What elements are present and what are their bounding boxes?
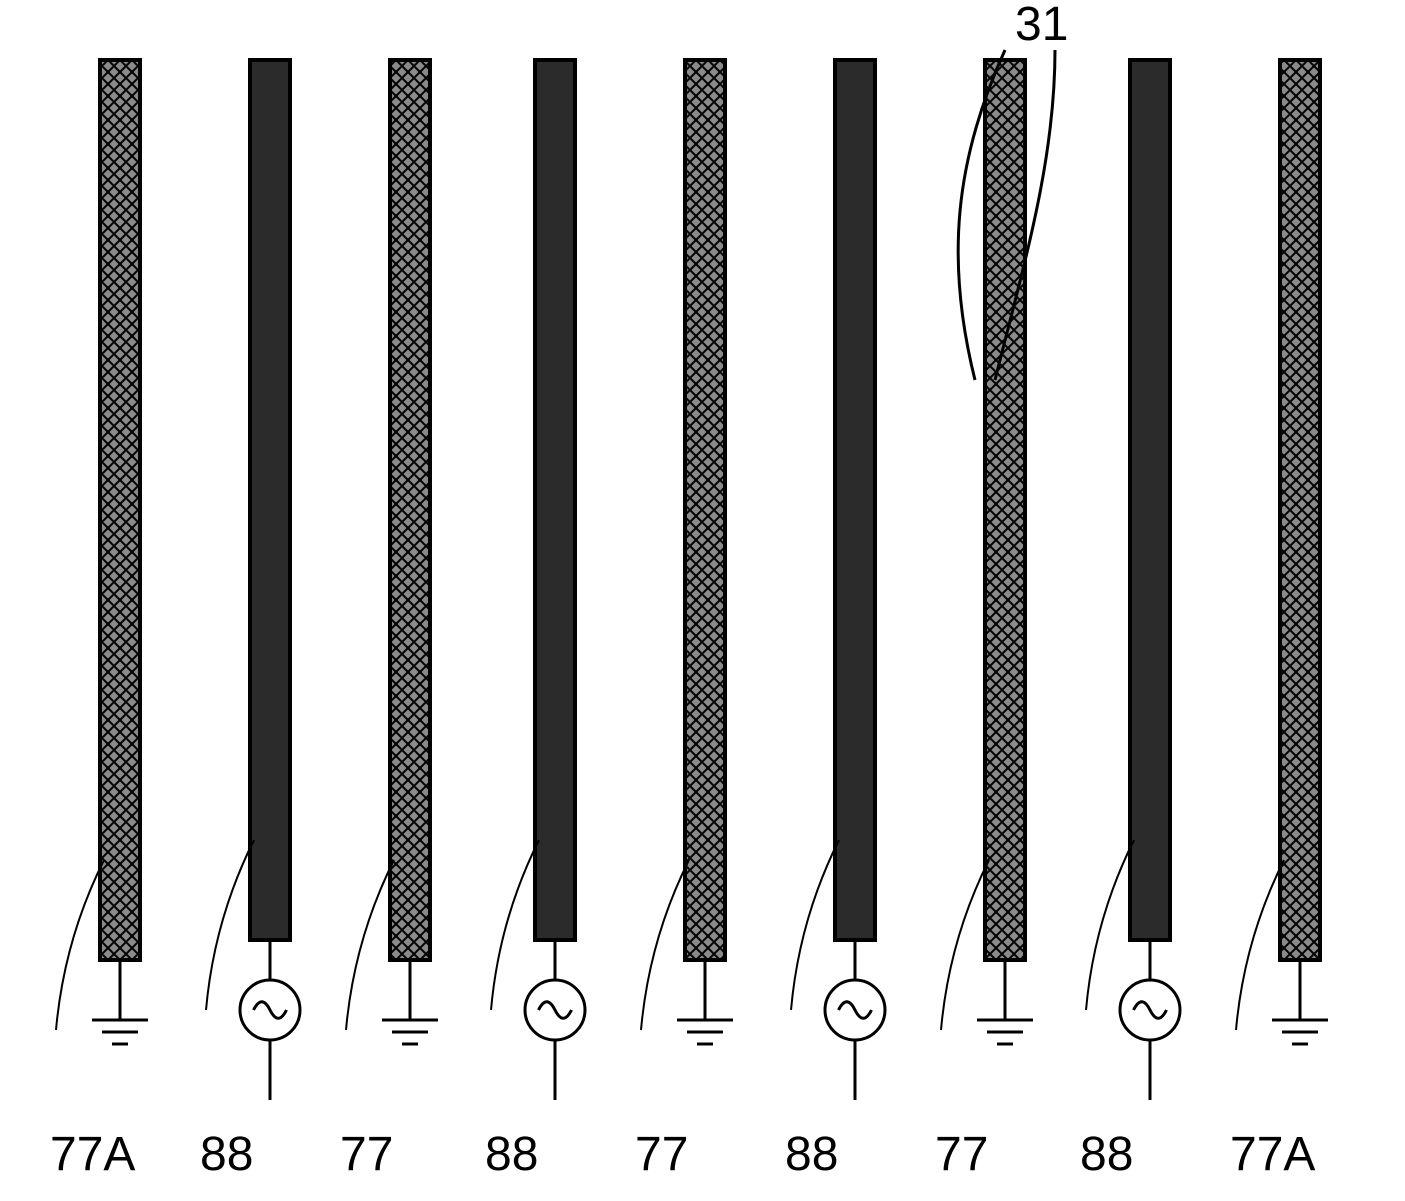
electrode-label: 77 xyxy=(340,1128,393,1181)
electrode-label: 88 xyxy=(785,1128,838,1181)
leader-line xyxy=(346,860,394,1030)
electrode-hatched xyxy=(390,60,430,960)
leader-line xyxy=(491,840,539,1010)
ground-symbol xyxy=(382,960,438,1044)
ground-symbol xyxy=(977,960,1033,1044)
electrode-label: 77 xyxy=(635,1128,688,1181)
leader-line xyxy=(1236,860,1284,1030)
diagram-canvas: 77A 88 77 88 77 88 77 88 77A 31 xyxy=(0,0,1405,1201)
leader-line xyxy=(206,840,254,1010)
electrode-hatched xyxy=(100,60,140,960)
electrode-solid xyxy=(1130,60,1170,940)
ground-symbol xyxy=(1272,960,1328,1044)
ac-source-symbol xyxy=(525,940,585,1100)
electrode-label: 77A xyxy=(1230,1128,1315,1181)
electrode-label: 88 xyxy=(485,1128,538,1181)
electrode-solid xyxy=(835,60,875,940)
electrode-solid xyxy=(250,60,290,940)
electrode-label: 88 xyxy=(1080,1128,1133,1181)
ac-source-symbol xyxy=(1120,940,1180,1100)
electrode-label: 77A xyxy=(50,1128,135,1181)
electrode-hatched xyxy=(685,60,725,960)
electrode-hatched xyxy=(1280,60,1320,960)
leader-line xyxy=(56,860,104,1030)
leader-line xyxy=(791,840,839,1010)
ac-source-symbol xyxy=(825,940,885,1100)
leader-line xyxy=(941,860,989,1030)
electrode-hatched xyxy=(985,60,1025,960)
electrode-label: 77 xyxy=(935,1128,988,1181)
leader-line xyxy=(641,860,689,1030)
ground-symbol xyxy=(92,960,148,1044)
callout-31-label: 31 xyxy=(1015,0,1068,51)
leader-line xyxy=(1086,840,1134,1010)
ground-symbol xyxy=(677,960,733,1044)
electrode-label: 88 xyxy=(200,1128,253,1181)
ac-source-symbol xyxy=(240,940,300,1100)
electrode-solid xyxy=(535,60,575,940)
